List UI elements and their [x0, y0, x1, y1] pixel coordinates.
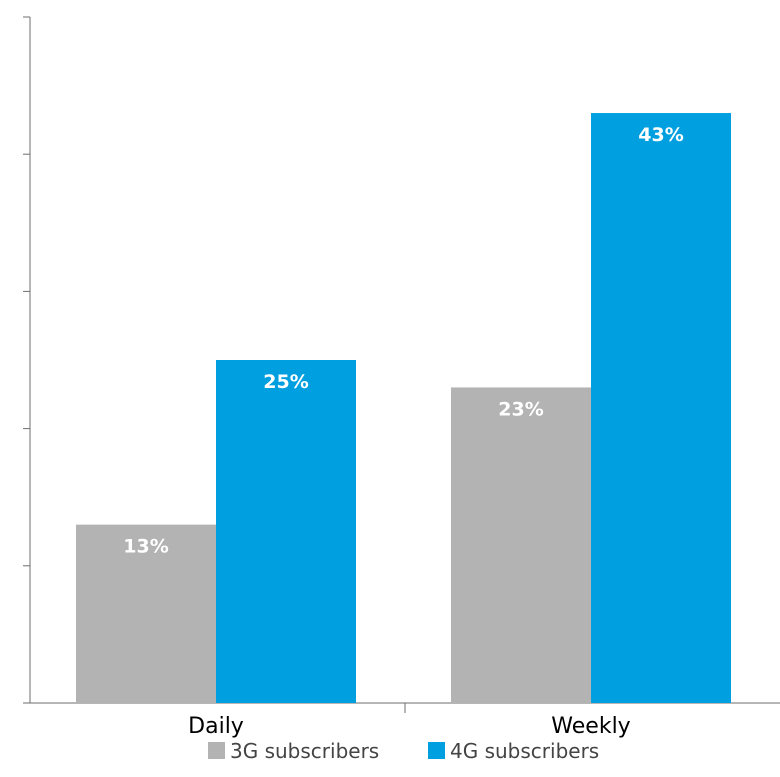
data-label: 25%: [263, 371, 308, 393]
chart-data-labels: 13% 25% 23% 43%: [123, 124, 683, 558]
chart-category-labels: Daily Weekly: [188, 714, 631, 739]
bar-3g-subscribers-daily: [76, 524, 216, 703]
x-tick-label-weekly: Weekly: [551, 714, 630, 739]
legend-swatch: [208, 742, 225, 759]
chart-bars: [76, 113, 731, 704]
chart-legend: 3G subscribers 4G subscribers: [208, 739, 599, 763]
bar-3g-subscribers-weekly: [451, 387, 591, 703]
data-label: 23%: [498, 398, 543, 420]
data-label: 43%: [638, 124, 683, 146]
legend-label: 4G subscribers: [450, 739, 599, 763]
data-label: 13%: [123, 536, 168, 558]
x-tick-label-daily: Daily: [188, 714, 244, 739]
bar-4g-subscribers-weekly: [591, 113, 731, 704]
legend-swatch: [428, 742, 445, 759]
bar-4g-subscribers-daily: [216, 360, 356, 703]
legend-label: 3G subscribers: [230, 739, 379, 763]
